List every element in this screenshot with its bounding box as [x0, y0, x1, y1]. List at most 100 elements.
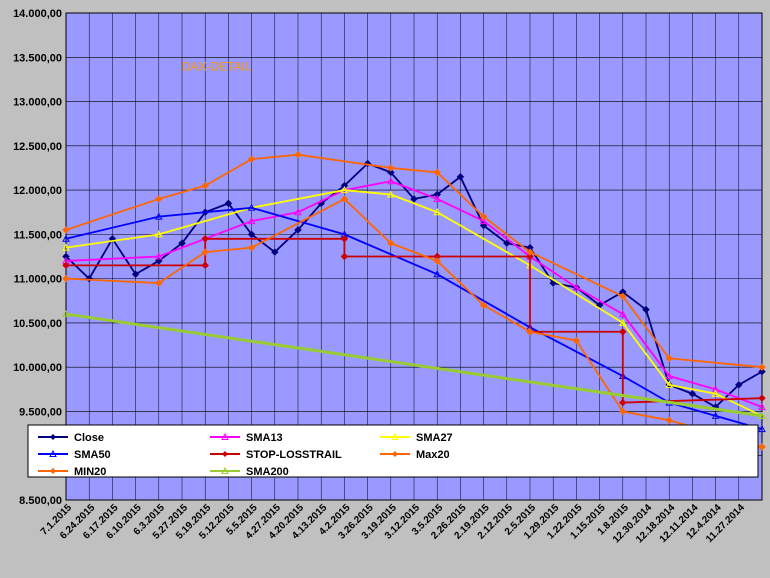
data-point [572, 336, 581, 345]
data-point [758, 443, 766, 451]
y-tick-label: 13.500,00 [13, 52, 62, 64]
y-tick-label: 11.000,00 [14, 274, 62, 286]
data-point [526, 328, 534, 336]
data-point [294, 208, 302, 216]
data-point [340, 252, 349, 261]
data-point [758, 425, 766, 433]
data-point [758, 394, 766, 402]
data-point [456, 173, 465, 181]
data-point [642, 305, 650, 314]
data-point [526, 248, 534, 256]
data-point [479, 301, 488, 309]
data-point [433, 257, 441, 265]
data-point [340, 235, 349, 243]
data-point [201, 248, 209, 256]
legend-marker [392, 451, 398, 457]
data-point [271, 248, 279, 256]
data-point [154, 252, 163, 260]
data-point [340, 181, 349, 190]
data-point [688, 390, 697, 398]
legend: Close SMA13 SMA27 SMA50 STOP-LOSSTRAIL Max20 M… [27, 424, 759, 478]
data-point [433, 208, 442, 216]
data-point [619, 407, 627, 416]
data-point [711, 389, 720, 397]
legend-marker [221, 432, 229, 440]
data-point [387, 239, 395, 247]
chart-title: DAX-DETAIL [182, 60, 252, 74]
data-point [294, 226, 302, 234]
y-tick-label: 10.000,00 [13, 362, 62, 374]
legend-marker [221, 466, 229, 474]
y-tick-label: 12.000,00 [13, 185, 62, 197]
data-point [62, 226, 70, 234]
data-point [131, 270, 140, 278]
data-point [433, 270, 442, 278]
legend-label: SMA27 [416, 432, 453, 444]
data-point [155, 195, 163, 203]
data-point [62, 234, 70, 242]
legend-marker [391, 432, 399, 440]
data-point [224, 199, 233, 208]
legend-label: Max20 [416, 449, 450, 461]
data-point [479, 212, 488, 221]
legend-label: MIN20 [74, 466, 106, 478]
legend-label: SMA50 [74, 449, 111, 461]
data-point [665, 416, 673, 425]
data-point [665, 380, 674, 388]
data-point [201, 261, 209, 270]
data-point [758, 367, 766, 376]
data-point [433, 190, 441, 199]
data-point [711, 411, 720, 419]
legend-marker [222, 451, 228, 457]
data-point [758, 411, 766, 419]
data-point [247, 217, 256, 225]
data-point [619, 292, 627, 301]
data-point [410, 195, 418, 203]
data-point [665, 371, 674, 380]
data-point [247, 243, 256, 252]
legend-box [27, 424, 759, 478]
series-line-sma50 [65, 206, 763, 431]
data-point [247, 155, 256, 163]
data-point [154, 230, 163, 238]
legend-marker [50, 434, 56, 440]
data-point [247, 203, 256, 211]
legend-label: SMA200 [246, 466, 289, 478]
data-point [247, 230, 256, 239]
data-point [340, 195, 349, 203]
data-point [62, 252, 70, 261]
data-point [62, 274, 70, 283]
data-point [201, 181, 209, 190]
data-point [758, 363, 766, 371]
data-point [735, 381, 743, 389]
data-point [433, 194, 442, 202]
series-line-sma27 [65, 189, 763, 417]
legend-label: SMA13 [246, 432, 283, 444]
series-line-sma200 [65, 312, 763, 418]
data-point [155, 279, 163, 287]
data-point [572, 283, 581, 291]
legend-marker [49, 449, 57, 457]
data-point [340, 186, 349, 194]
legend-label: STOP-LOSSTRAIL [246, 449, 342, 461]
data-point [178, 239, 186, 247]
y-tick-label: 13.000,00 [13, 97, 62, 109]
data-point [62, 310, 70, 318]
data-point [665, 354, 673, 363]
y-tick-label: 10.500,00 [13, 318, 62, 330]
data-point [154, 212, 163, 220]
data-point [618, 310, 627, 318]
data-point [387, 168, 395, 177]
data-point [619, 328, 627, 336]
data-point [62, 243, 70, 251]
series-lines [62, 150, 766, 451]
data-point [387, 164, 395, 172]
data-point [503, 239, 511, 247]
series-line-sma13 [65, 180, 763, 408]
data-point [479, 217, 488, 225]
y-tick-label: 14.000,00 [13, 8, 62, 20]
data-point [711, 385, 720, 393]
series-line-max20 [65, 153, 763, 369]
legend-label: Close [74, 432, 104, 444]
